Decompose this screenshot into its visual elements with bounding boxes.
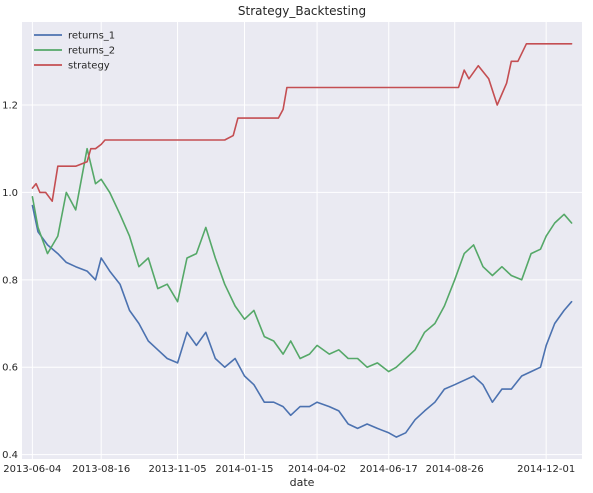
x-axis-ticks: 2013-06-04 2013-08-16 2013-11-05 2014-01-15… [3, 464, 575, 475]
x-tick-label: 2013-06-04 [3, 464, 61, 475]
plot-area [22, 22, 582, 459]
series-line-returns_2 [31, 147, 573, 373]
x-axis-label: date [290, 476, 315, 489]
legend: returns_1 returns_2 strategy [34, 31, 115, 72]
series-layer [31, 42, 573, 438]
series-line-strategy [31, 42, 573, 202]
x-tick-label: 2013-11-05 [148, 464, 206, 475]
x-tick-label: 2014-01-15 [215, 464, 273, 475]
y-tick-label: 1.2 [2, 101, 18, 112]
legend-label: strategy [68, 61, 110, 72]
x-tick-label: 2014-04-02 [288, 464, 346, 475]
y-tick-label: 0.4 [2, 450, 18, 461]
y-tick-label: 0.8 [2, 275, 18, 286]
chart-title: Strategy_Backtesting [238, 4, 366, 18]
legend-label: returns_2 [68, 46, 115, 57]
y-axis-ticks: 0.4 0.6 0.8 1.0 1.2 [2, 101, 18, 462]
x-tick-label: 2014-12-01 [517, 464, 575, 475]
x-tick-label: 2014-06-17 [360, 464, 418, 475]
x-tick-label: 2014-08-26 [426, 464, 484, 475]
x-tick-label: 2013-08-16 [72, 464, 130, 475]
y-tick-label: 0.6 [2, 363, 18, 374]
grid-lines [22, 22, 582, 459]
legend-label: returns_1 [68, 31, 115, 42]
y-tick-label: 1.0 [2, 188, 18, 199]
series-line-returns_1 [31, 204, 573, 438]
